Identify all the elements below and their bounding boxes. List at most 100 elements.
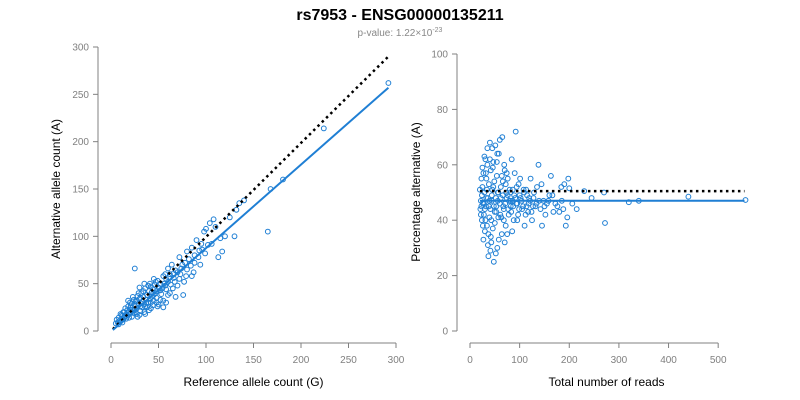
data-point (487, 139, 493, 146)
data-point (558, 184, 565, 190)
data-point (136, 284, 143, 291)
data-point (231, 233, 238, 240)
y-tick-label: 100 (431, 50, 448, 61)
data-point (497, 184, 504, 190)
data-point (588, 195, 595, 201)
data-point (264, 228, 271, 235)
data-point (172, 294, 179, 300)
data-point (498, 173, 505, 179)
y-tick-label: 100 (72, 232, 89, 243)
data-point (554, 203, 561, 210)
data-point (534, 184, 540, 190)
data-point (495, 236, 502, 243)
x-tick-label: 200 (293, 355, 310, 366)
data-point (509, 228, 516, 235)
data-point (566, 185, 573, 192)
data-point (208, 241, 215, 247)
data-point (153, 299, 160, 306)
data-point (193, 237, 200, 244)
data-point (480, 222, 486, 229)
data-point (517, 175, 523, 182)
data-point (565, 175, 572, 182)
data-point (206, 220, 213, 227)
data-point (187, 262, 194, 269)
data-point (488, 192, 495, 199)
data-point (222, 233, 228, 240)
data-point (167, 281, 174, 288)
data-point (539, 222, 545, 229)
data-point (145, 282, 152, 289)
y-axis-label: Alternative allele count (A) (49, 119, 63, 259)
data-point (510, 217, 517, 224)
data-point (514, 217, 521, 224)
data-point (564, 214, 571, 221)
data-point (181, 278, 188, 285)
data-point (483, 170, 489, 177)
data-point (508, 156, 515, 163)
data-point (320, 125, 327, 132)
data-point (478, 203, 485, 210)
chart-subtitle: p-value: 1.22×10-23 (358, 27, 443, 39)
data-point (165, 292, 171, 298)
data-point (549, 192, 556, 199)
data-point (154, 303, 161, 310)
data-point (125, 297, 132, 304)
data-point (486, 181, 492, 188)
data-point (562, 222, 569, 229)
data-point (191, 259, 198, 266)
data-point (479, 217, 485, 224)
data-point (511, 170, 518, 177)
data-point (481, 211, 487, 218)
data-point (202, 250, 209, 257)
data-point (546, 192, 553, 199)
data-point (506, 186, 513, 193)
data-point (487, 206, 494, 213)
x-tick-label: 500 (710, 355, 727, 366)
data-point (537, 206, 544, 213)
data-point (490, 184, 497, 190)
data-point (482, 206, 488, 213)
data-point (625, 199, 632, 206)
reference-line (112, 55, 390, 330)
data-point (542, 211, 549, 218)
y-tick-label: 250 (72, 90, 89, 101)
data-point (478, 211, 484, 218)
data-point (485, 231, 492, 238)
data-point (186, 256, 192, 263)
data-point (190, 269, 197, 276)
x-tick-label: 150 (245, 355, 262, 366)
data-point (569, 200, 576, 207)
right-scatter-panel: 0 100 200 300 400 500 0 20 40 60 80 100 Total number… (409, 50, 749, 389)
data-point (150, 276, 157, 282)
data-point (504, 175, 511, 182)
data-point (492, 250, 499, 257)
data-point (529, 217, 535, 224)
data-point (497, 211, 504, 218)
data-point (174, 282, 181, 289)
data-point (516, 206, 522, 213)
x-tick-label: 200 (561, 355, 578, 366)
data-point (129, 294, 136, 300)
data-point (550, 209, 557, 215)
y-tick-label: 0 (442, 327, 448, 338)
data-point (482, 228, 488, 235)
data-point (601, 189, 607, 196)
data-point (527, 175, 534, 182)
data-point (385, 80, 392, 86)
data-point (484, 161, 491, 168)
data-point (501, 161, 508, 168)
data-point (516, 192, 523, 199)
data-point (148, 305, 154, 312)
data-point (602, 220, 608, 226)
data-point (171, 278, 178, 285)
data-point (489, 145, 496, 152)
x-tick-label: 0 (467, 355, 473, 366)
data-point (479, 164, 486, 171)
data-point (499, 134, 506, 141)
data-point (184, 266, 190, 273)
data-point (163, 286, 170, 293)
data-point (490, 258, 497, 265)
x-tick-label: 300 (611, 355, 628, 366)
data-point (491, 209, 498, 215)
y-tick-label: 80 (437, 105, 449, 116)
